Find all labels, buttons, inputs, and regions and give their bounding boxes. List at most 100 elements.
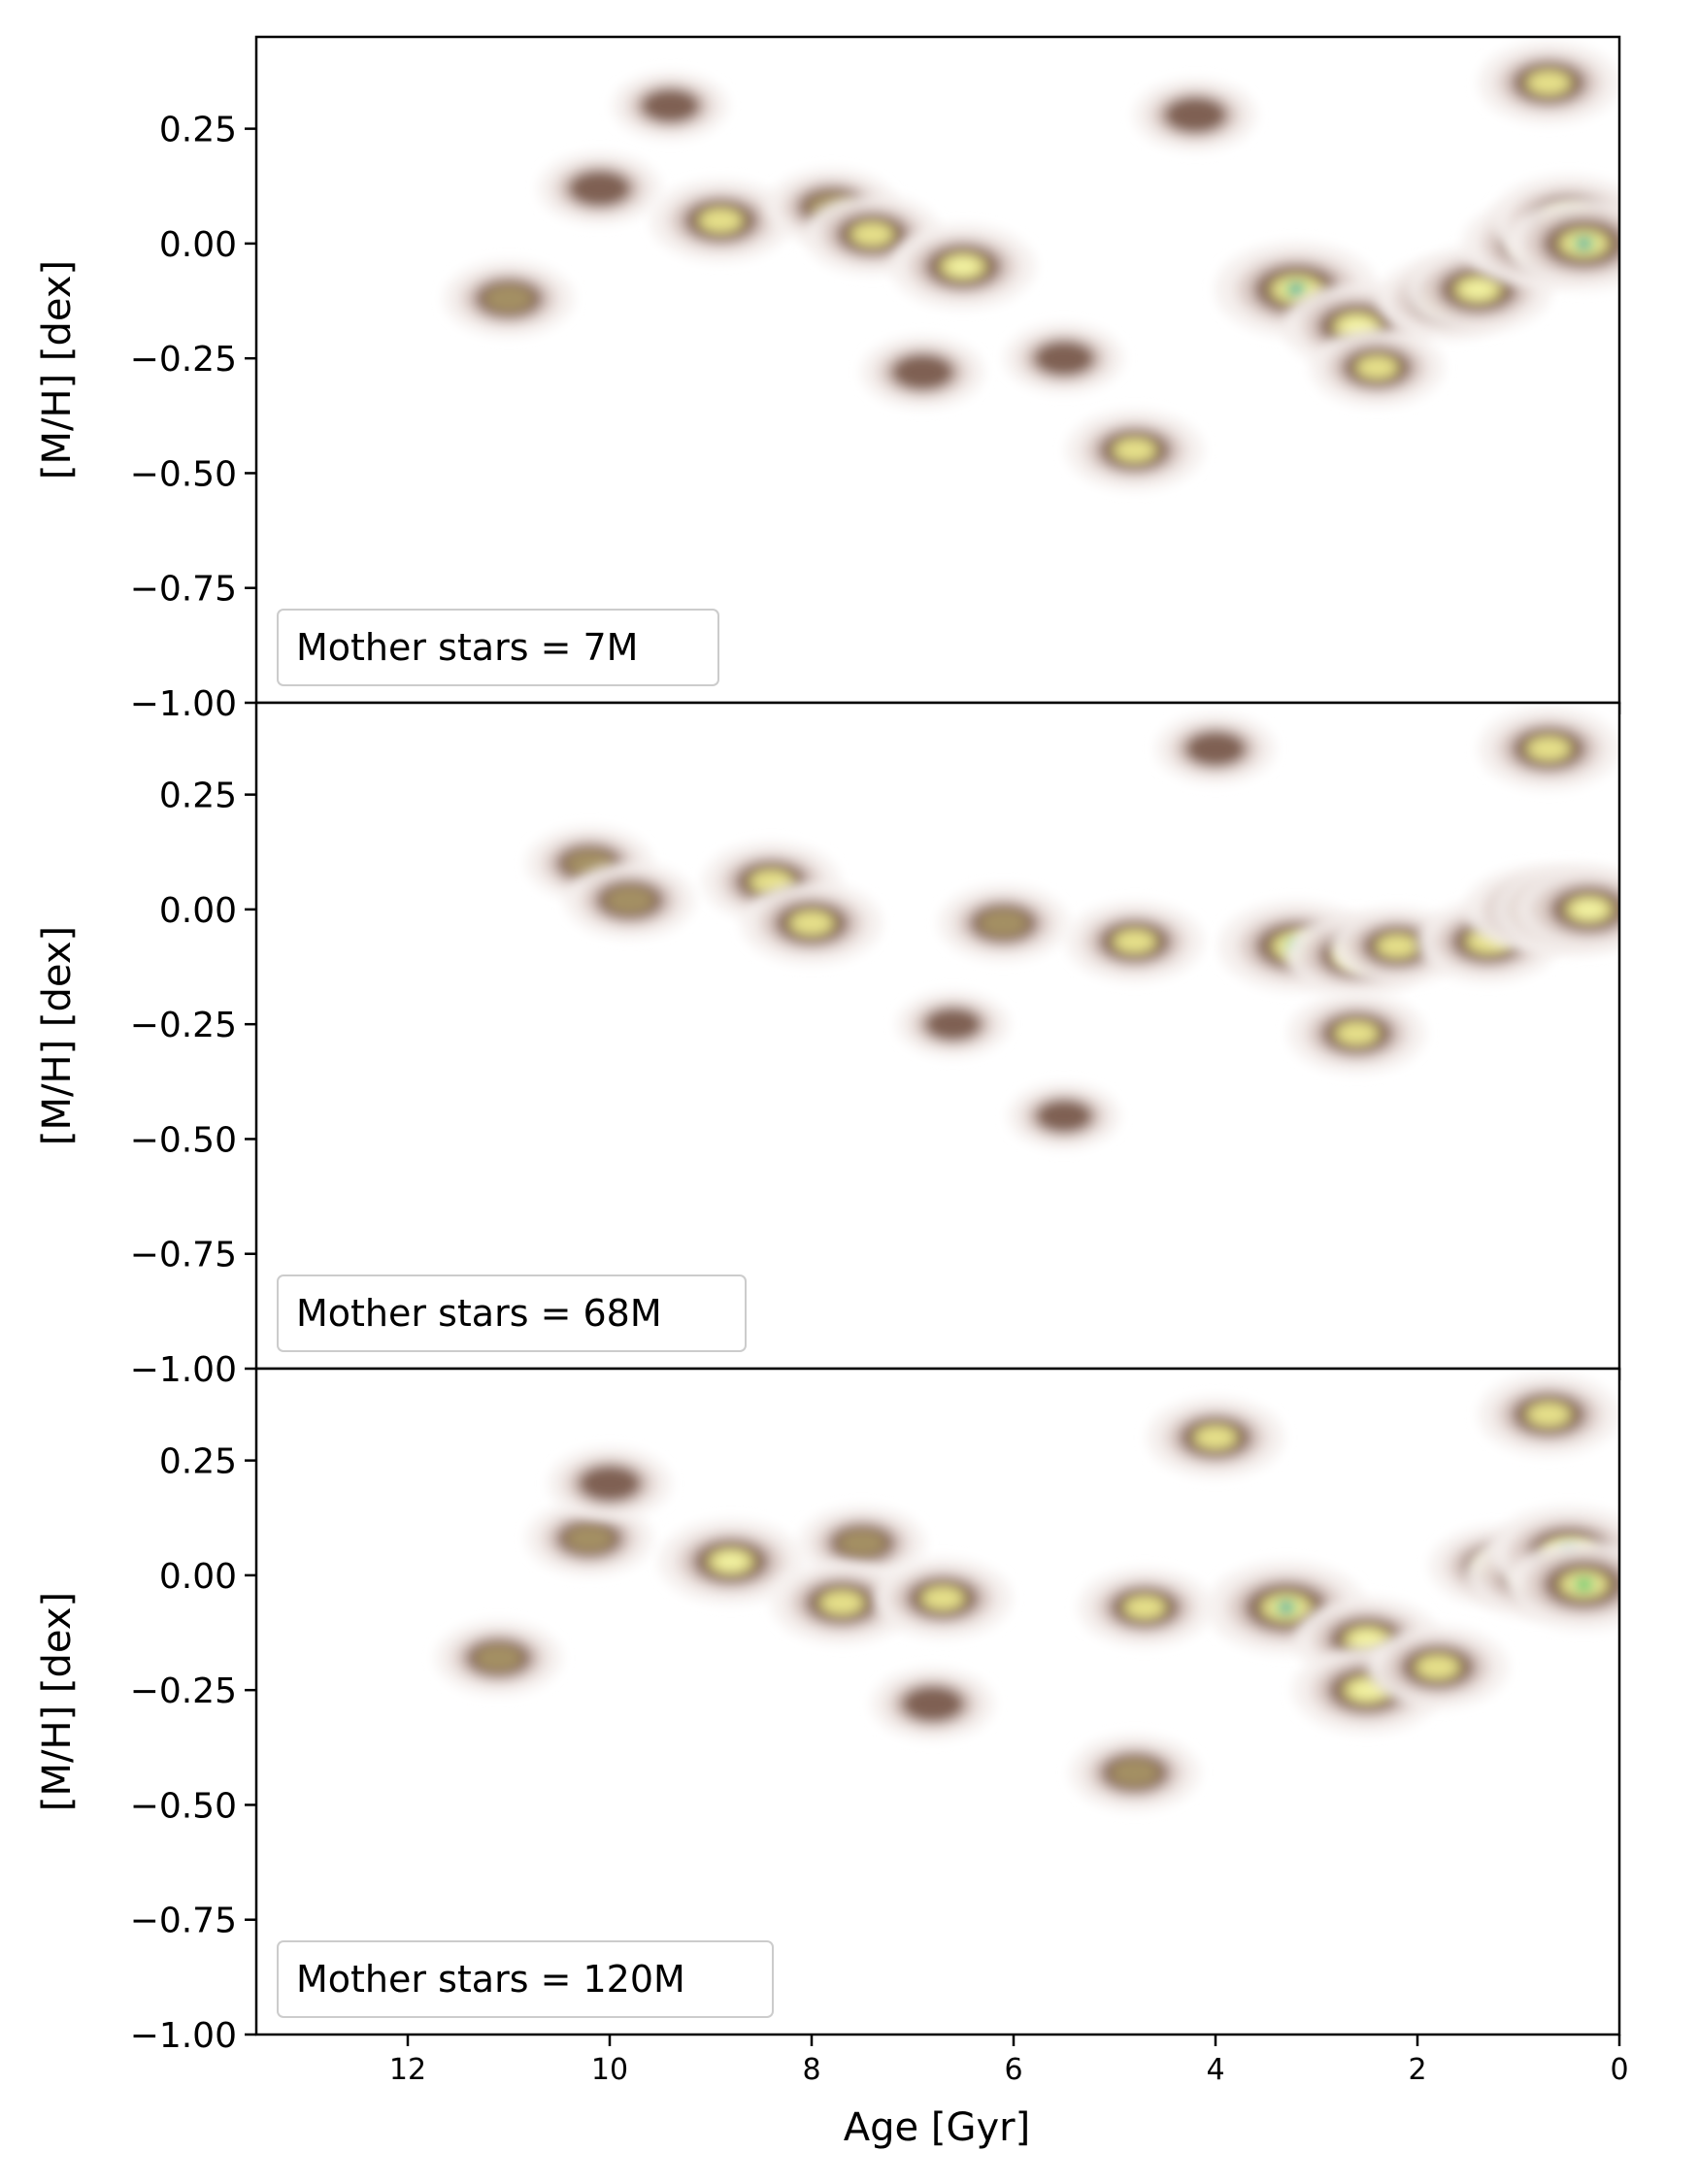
panel-3: 0.25 0.00 −0.25 −0.50 −0.75 −1.00 12 10 8 6 4 2 0 [M/… [35, 1367, 1629, 2087]
blob-layer [1575, 901, 1604, 918]
blob-layer [475, 1644, 522, 1671]
density-blob [650, 180, 791, 262]
blob-layer [1188, 733, 1243, 765]
density-blob [1506, 1539, 1619, 1630]
blob-layer [790, 911, 833, 935]
density-blob [435, 1621, 562, 1695]
blob-layer [484, 284, 533, 313]
blob-layer [1037, 343, 1091, 375]
density-blob [890, 224, 1036, 309]
density-blob [612, 72, 728, 140]
density-blob [741, 881, 883, 965]
density-blob [896, 991, 1010, 1057]
density-map [256, 703, 1619, 1369]
blob-layer [1038, 1101, 1090, 1131]
x-tick-label: 10 [591, 2053, 628, 2087]
blob-layer [851, 223, 892, 246]
density-blob [1310, 328, 1445, 407]
y-tick-label: −0.25 [130, 1006, 237, 1045]
density-blob [1069, 1735, 1200, 1811]
blob-layer [1528, 71, 1570, 95]
legend-label: Mother stars = 7M [296, 626, 638, 669]
density-blob [1155, 713, 1276, 783]
y-axis-label: [M/H] [dex] [35, 260, 80, 480]
density-blob [798, 1506, 926, 1580]
density-blob [1133, 79, 1257, 151]
blob-layer [1528, 1403, 1570, 1427]
density-blob [1478, 708, 1619, 790]
legend-label: Mother stars = 68M [296, 1292, 662, 1335]
blob-layer [1281, 1604, 1292, 1611]
y-tick-label: 0.00 [159, 225, 237, 265]
y-axis-label: [M/H] [dex] [35, 926, 80, 1145]
density-blob [1515, 866, 1619, 953]
blob-layer [1167, 99, 1223, 131]
blob-layer [922, 1587, 963, 1609]
blob-layer [1352, 1631, 1382, 1648]
panel-2: 0.25 0.00 −0.25 −0.50 −0.75 −1.00 [M/H] [dex] M… [35, 701, 1621, 1390]
y-tick-label: 0.25 [159, 1442, 237, 1482]
density-blob [1078, 1569, 1213, 1646]
y-tick-label: −0.50 [130, 454, 237, 494]
blob-layer [1574, 1577, 1594, 1591]
y-tick-label: −1.00 [130, 684, 237, 724]
density-blob [1004, 323, 1124, 393]
density-blob [874, 1558, 1012, 1638]
blob-layer [905, 1688, 961, 1720]
legend-label: Mother stars = 120M [296, 1958, 685, 2001]
x-tick-label: 6 [1004, 2053, 1022, 2087]
blob-layer [1357, 356, 1397, 379]
density-blob [771, 1562, 913, 1644]
legend: Mother stars = 68M [277, 1274, 747, 1352]
density-blob [1478, 42, 1619, 124]
blob-layer [821, 1591, 863, 1614]
x-tick-label: 0 [1610, 2053, 1628, 2087]
y-tick-label: −0.75 [130, 570, 237, 610]
density-blob [861, 336, 984, 409]
blob-layer [644, 90, 697, 121]
density-blob [1478, 1373, 1619, 1456]
legend-frame [277, 609, 719, 686]
density-blob [538, 152, 661, 224]
blob-layer [1110, 1759, 1159, 1787]
x-tick-label: 8 [802, 2053, 820, 2087]
blob-layer [1579, 239, 1589, 248]
blob-layer [1290, 285, 1302, 294]
density-map [256, 37, 1619, 703]
blob-layer [605, 886, 654, 914]
y-tick-label: 0.25 [159, 777, 237, 816]
y-tick-label: −0.75 [130, 1902, 237, 1941]
blob-layer [1378, 935, 1417, 957]
panel-1: 0.25 0.00 −0.25 −0.50 −0.75 −1.00 [M/H] [dex] M… [35, 35, 1621, 724]
y-axis-label: [M/H] [dex] [35, 1592, 80, 1811]
density-blob [526, 1502, 653, 1575]
x-tick-label: 4 [1206, 2053, 1224, 2087]
blob-layer [927, 1009, 979, 1040]
y-tick-label: −0.25 [130, 340, 237, 380]
density-blob [658, 1519, 804, 1604]
x-axis-label: Age [Gyr] [844, 2105, 1030, 2150]
blob-layer [838, 1530, 886, 1557]
y-tick-label: −0.75 [130, 1236, 237, 1275]
density-blob [1066, 410, 1204, 490]
density-blob [1147, 1397, 1284, 1478]
blob-layer [700, 209, 742, 232]
blob-layer [894, 356, 950, 388]
blob-layer [979, 910, 1028, 938]
blob-layer [566, 1525, 614, 1552]
y-tick-label: 0.25 [159, 111, 237, 150]
y-tick-label: −0.25 [130, 1671, 237, 1711]
blob-layer [1463, 281, 1493, 298]
y-tick-label: 0.00 [159, 1557, 237, 1597]
y-tick-label: −1.00 [130, 2016, 237, 2056]
blob-layer [1528, 737, 1570, 761]
blob-layer [1115, 439, 1155, 462]
blob-layer [1195, 1426, 1236, 1449]
density-blob [444, 260, 574, 337]
panels: 0.25 0.00 −0.25 −0.50 −0.75 −1.00 [M/H] [dex] M… [35, 35, 1629, 2087]
x-tick-label: 12 [389, 2053, 426, 2087]
density-blob [1504, 197, 1619, 290]
blob-layer [1115, 930, 1155, 953]
x-tick-label: 2 [1408, 2053, 1426, 2087]
